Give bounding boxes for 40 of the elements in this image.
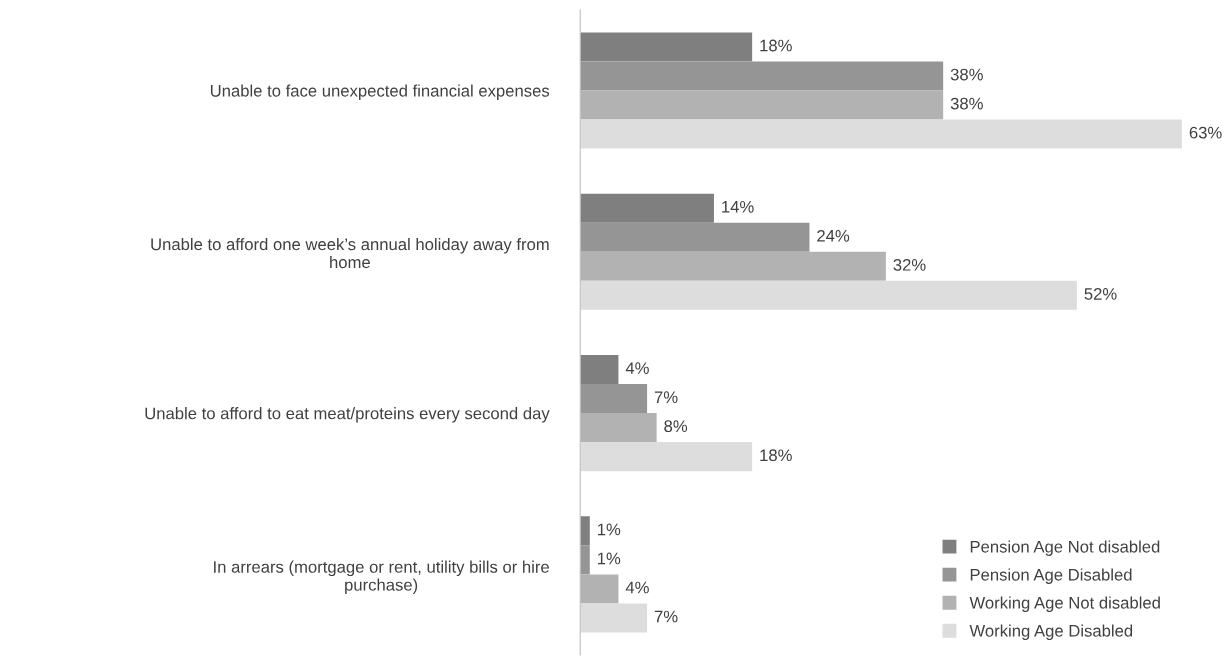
legend-label: Pension Age Not disabled (970, 540, 1160, 556)
data-label: 1% (598, 552, 621, 565)
data-label: 7% (654, 610, 678, 623)
data-label: 4% (625, 581, 649, 594)
data-label: 32% (893, 258, 926, 271)
bar (580, 545, 590, 575)
legend-label: Working Age Disabled (969, 624, 1133, 641)
bar (580, 384, 648, 414)
data-label: 52% (1084, 288, 1117, 300)
data-label: 24% (817, 229, 850, 242)
bar (580, 516, 590, 546)
bar (580, 603, 648, 633)
bar (580, 119, 1182, 149)
data-label: 38% (950, 68, 983, 81)
data-label: 4% (625, 362, 649, 374)
data-label: 7% (654, 391, 678, 403)
bar (580, 355, 619, 385)
legend-label: Pension Age Disabled (970, 568, 1132, 584)
data-label: 38% (950, 97, 983, 110)
y-tick-label: Unable to face unexpected financial expenses (210, 84, 550, 100)
legend-label: Working Age Not disabled (969, 596, 1160, 612)
bar (580, 61, 944, 91)
data-label: 1% (598, 523, 621, 536)
data-label: 18% (760, 449, 792, 462)
data-label: 18% (760, 39, 792, 52)
bar (580, 574, 619, 604)
bar (580, 251, 886, 281)
bar (580, 280, 1077, 310)
bar (580, 222, 810, 252)
bar (580, 90, 944, 120)
y-tick-label: Unable to afford to eat meat/proteins every second day (145, 407, 550, 423)
bar (580, 413, 657, 443)
data-label: 14% (722, 200, 754, 213)
data-label: 63% (1189, 126, 1222, 139)
bar (580, 442, 753, 472)
bar (580, 32, 753, 62)
y-tick-label: Unable to afford one week’s annual holiday away from home (151, 237, 549, 269)
data-label: 8% (664, 420, 688, 433)
bar (580, 193, 714, 223)
y-tick-label: In arrears (mortgage or rent, utility bills or hire purchase) (214, 560, 549, 595)
